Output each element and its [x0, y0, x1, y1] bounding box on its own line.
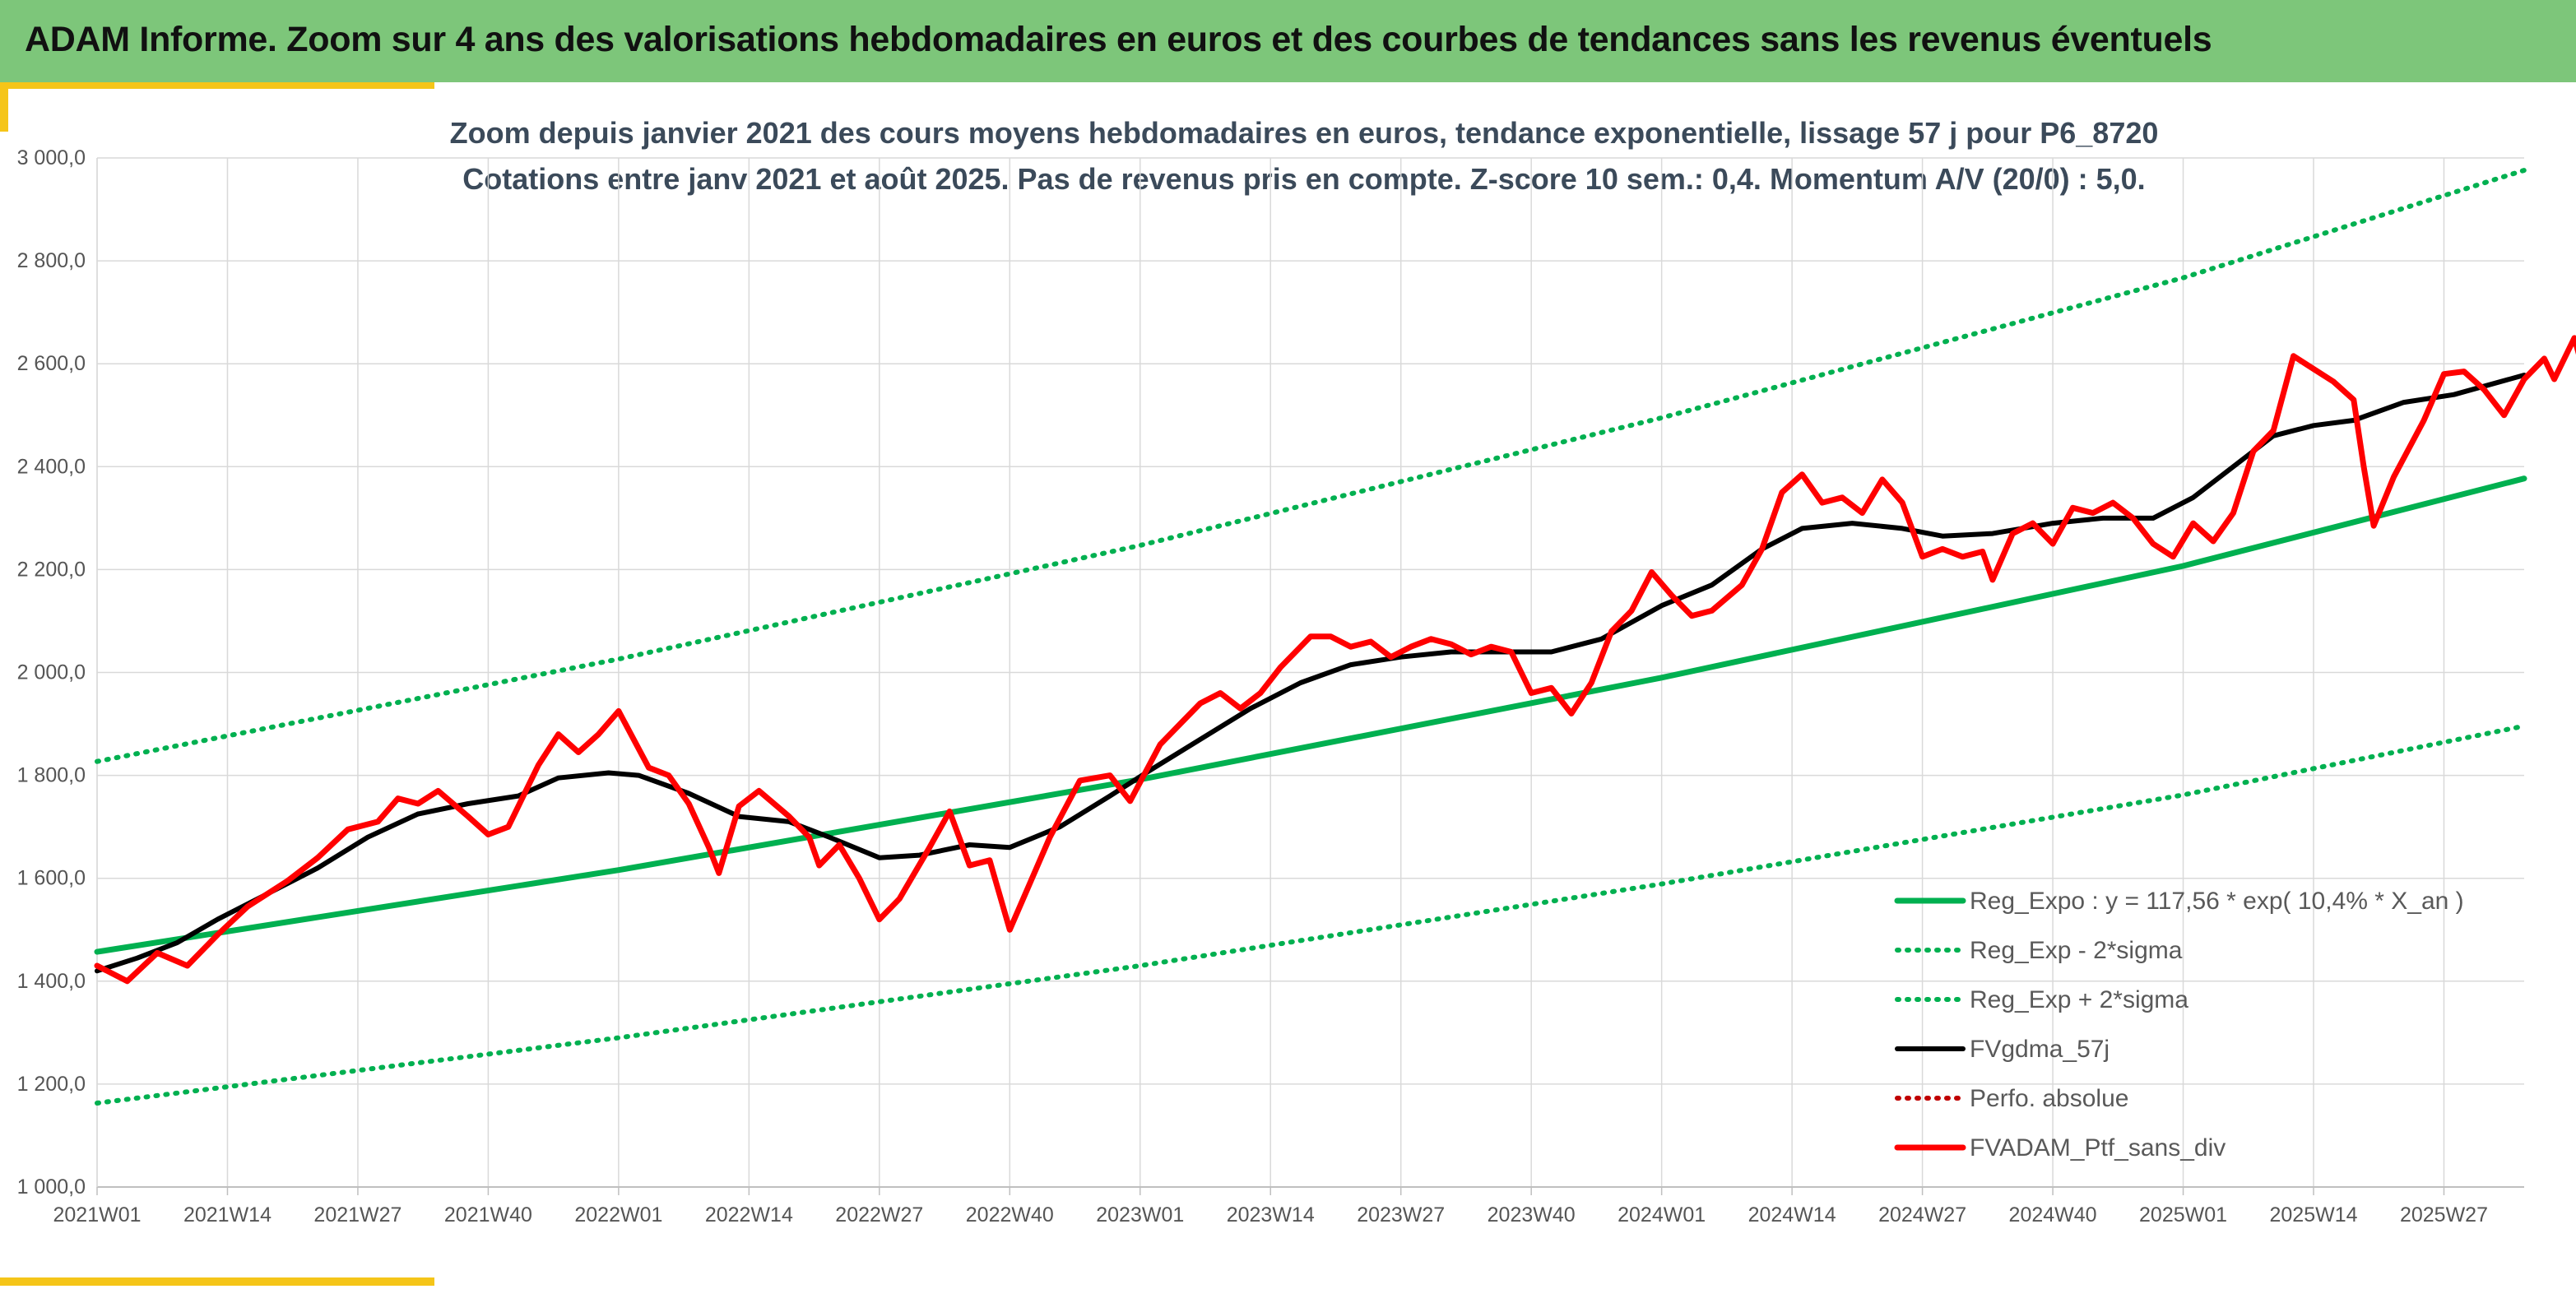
legend-label-reg-exp-2-sigma: Reg_Exp + 2*sigma [1970, 986, 2188, 1013]
x-tick-label: 2023W01 [1096, 1203, 1184, 1226]
x-tick-label: 2022W14 [705, 1203, 793, 1226]
y-tick-label: 2 000,0 [17, 661, 86, 684]
x-tick-label: 2021W14 [183, 1203, 272, 1226]
x-tick-label: 2025W01 [2139, 1203, 2227, 1226]
x-tick-label: 2023W14 [1227, 1203, 1315, 1226]
x-tick-label: 2023W27 [1357, 1203, 1445, 1226]
y-tick-label: 2 200,0 [17, 558, 86, 581]
x-tick-label: 2024W40 [2009, 1203, 2097, 1226]
y-tick-label: 2 800,0 [17, 249, 86, 272]
x-tick-label: 2022W01 [574, 1203, 662, 1226]
legend-label-reg-exp-2-sigma: Reg_Exp - 2*sigma [1970, 937, 2183, 964]
plot-area [94, 168, 2576, 1106]
accent-bar-bottom-left [0, 1277, 434, 1286]
x-tick-label: 2022W27 [835, 1203, 923, 1226]
axes: 1 000,0 1 200,0 1 400,0 1 600,0 1 800,0 2 000… [17, 146, 2524, 1226]
x-tick-label: 2024W14 [1748, 1203, 1836, 1226]
x-tick-label: 2021W01 [53, 1203, 141, 1226]
legend: Reg_Expo : y = 117,56 * exp( 10,4% * X_a… [1894, 888, 2464, 1161]
x-tick-label: 2025W14 [2269, 1203, 2357, 1226]
series-line-reg-exp-2-sigma [95, 723, 2527, 1106]
y-tick-label: 1 400,0 [17, 970, 86, 993]
legend-label-reg-expo-y-117-56-exp-10-4-x-an: Reg_Expo : y = 117,56 * exp( 10,4% * X_a… [1970, 888, 2464, 915]
series-line-fvadam-ptf-sans-div [94, 335, 2576, 985]
legend-label-fvadam-ptf-sans-div: FVADAM_Ptf_sans_div [1970, 1134, 2226, 1161]
x-tick-label: 2025W27 [2400, 1203, 2488, 1226]
y-tick-label: 1 000,0 [17, 1175, 86, 1199]
y-tick-label: 2 400,0 [17, 455, 86, 478]
grid [96, 157, 2524, 1188]
series-line-fvgdma-57j [95, 373, 2527, 974]
header-banner: ADAM Informe. Zoom sur 4 ans des valoris… [0, 0, 2576, 82]
legend-label-fvgdma-57j: FVgdma_57j [1970, 1036, 2110, 1063]
y-tick-label: 1 200,0 [17, 1073, 86, 1096]
x-tick-label: 2022W40 [966, 1203, 1054, 1226]
y-tick-label: 3 000,0 [17, 146, 86, 169]
x-tick-label: 2024W27 [1878, 1203, 1966, 1226]
accent-bar-left [0, 82, 8, 132]
y-tick-label: 1 600,0 [17, 867, 86, 890]
y-tick-label: 2 600,0 [17, 352, 86, 375]
accent-bar-top-left [0, 82, 434, 89]
x-tick-label: 2021W27 [313, 1203, 401, 1226]
x-tick-label: 2024W01 [1618, 1203, 1706, 1226]
y-tick-label: 1 800,0 [17, 764, 86, 787]
x-tick-label: 2021W40 [444, 1203, 532, 1226]
chart-subtitle: Cotations entre janv 2021 et août 2025. … [462, 162, 2145, 196]
series-line-reg-expo-y-117-56-exp-10-4-x-an [94, 475, 2527, 955]
series-line-reg-exp-2-sigma [95, 168, 2527, 764]
legend-label-perfo-absolue: Perfo. absolue [1970, 1085, 2128, 1112]
x-tick-label: 2023W40 [1488, 1203, 1576, 1226]
page-title: ADAM Informe. Zoom sur 4 ans des valoris… [25, 20, 2212, 59]
chart-title: Zoom depuis janvier 2021 des cours moyen… [450, 116, 2159, 150]
